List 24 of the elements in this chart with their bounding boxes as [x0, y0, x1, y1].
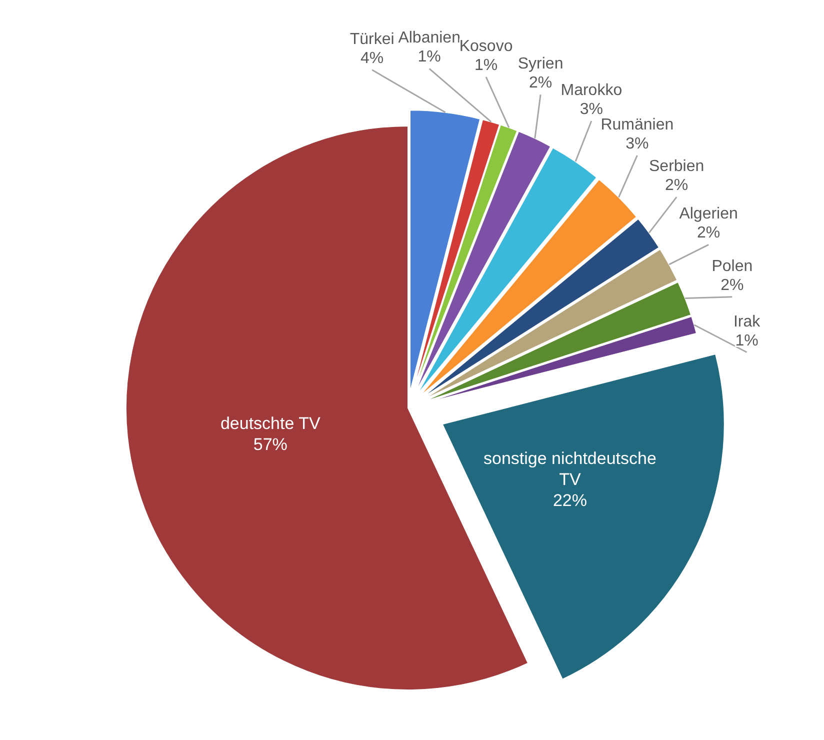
slice-label: Algerien [679, 206, 738, 223]
data-label: 1% [474, 56, 498, 74]
slice-label: Türkei [350, 30, 394, 48]
data-label: 1% [418, 48, 441, 66]
data-label: 3% [580, 100, 603, 118]
slice-label: sonstige nichtdeutsche TV [483, 449, 656, 490]
slice-label: deutschte TV [220, 414, 321, 433]
data-label: 2% [696, 224, 720, 242]
data-label: 2% [529, 74, 552, 92]
data-label: 1% [735, 332, 758, 350]
slice-label: Albanien [398, 30, 460, 47]
data-label: 4% [360, 50, 384, 67]
slice-label: Polen [712, 258, 753, 275]
slice-label: Serbien [649, 158, 704, 176]
slice-label: Rumänien [600, 116, 674, 134]
data-label: 3% [626, 135, 649, 152]
slice-label: Irak [733, 313, 762, 330]
data-label: 22% [552, 491, 587, 510]
data-label: 2% [665, 177, 688, 194]
data-label: 57% [253, 434, 288, 454]
slice-label: Kosovo [459, 38, 513, 55]
slice-label: Syrien [518, 56, 564, 73]
data-label: 2% [720, 276, 744, 294]
slice-label: Marokko [560, 82, 622, 99]
